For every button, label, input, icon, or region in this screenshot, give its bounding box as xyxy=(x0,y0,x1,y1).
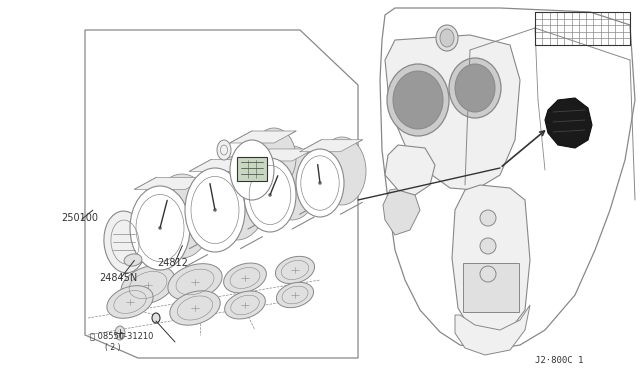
Ellipse shape xyxy=(121,266,175,304)
Ellipse shape xyxy=(225,291,266,319)
Ellipse shape xyxy=(152,313,160,323)
Text: J2·800C 1: J2·800C 1 xyxy=(535,356,584,365)
Ellipse shape xyxy=(152,174,212,258)
Text: Ⓢ 08550-31210: Ⓢ 08550-31210 xyxy=(90,331,154,340)
Ellipse shape xyxy=(480,266,496,282)
Ellipse shape xyxy=(455,64,495,112)
Text: 24812: 24812 xyxy=(157,258,188,268)
Ellipse shape xyxy=(115,326,125,340)
Ellipse shape xyxy=(207,156,267,240)
Polygon shape xyxy=(230,131,296,143)
Ellipse shape xyxy=(104,211,146,273)
Ellipse shape xyxy=(480,238,496,254)
Ellipse shape xyxy=(440,29,454,47)
Ellipse shape xyxy=(393,71,443,129)
Ellipse shape xyxy=(319,182,321,185)
Ellipse shape xyxy=(185,168,245,252)
Ellipse shape xyxy=(230,140,274,200)
Ellipse shape xyxy=(130,186,190,270)
Polygon shape xyxy=(455,305,530,355)
Ellipse shape xyxy=(276,282,314,308)
Ellipse shape xyxy=(387,64,449,136)
Polygon shape xyxy=(385,35,520,190)
Ellipse shape xyxy=(318,137,366,205)
Ellipse shape xyxy=(436,25,458,51)
Ellipse shape xyxy=(449,58,501,118)
Polygon shape xyxy=(545,98,592,148)
FancyBboxPatch shape xyxy=(237,157,267,181)
Polygon shape xyxy=(85,30,358,358)
Ellipse shape xyxy=(217,140,231,160)
Polygon shape xyxy=(248,149,314,161)
Polygon shape xyxy=(383,188,420,235)
Text: 24845N: 24845N xyxy=(99,273,138,283)
Ellipse shape xyxy=(296,149,344,217)
FancyBboxPatch shape xyxy=(463,263,519,312)
Polygon shape xyxy=(452,185,530,335)
Ellipse shape xyxy=(269,193,271,196)
Polygon shape xyxy=(380,8,635,350)
Ellipse shape xyxy=(107,286,153,318)
Ellipse shape xyxy=(244,158,296,232)
Ellipse shape xyxy=(252,128,296,188)
Ellipse shape xyxy=(124,254,142,266)
Text: 250100: 250100 xyxy=(61,213,98,223)
Ellipse shape xyxy=(170,291,220,325)
Ellipse shape xyxy=(223,263,266,293)
Ellipse shape xyxy=(275,256,314,284)
Text: ( 2 ): ( 2 ) xyxy=(105,343,120,352)
Ellipse shape xyxy=(214,208,216,212)
Polygon shape xyxy=(300,140,362,152)
Ellipse shape xyxy=(159,227,161,230)
Ellipse shape xyxy=(168,264,222,300)
Polygon shape xyxy=(385,145,435,195)
Ellipse shape xyxy=(480,210,496,226)
Polygon shape xyxy=(189,159,262,171)
Polygon shape xyxy=(134,177,207,189)
Ellipse shape xyxy=(266,146,318,220)
